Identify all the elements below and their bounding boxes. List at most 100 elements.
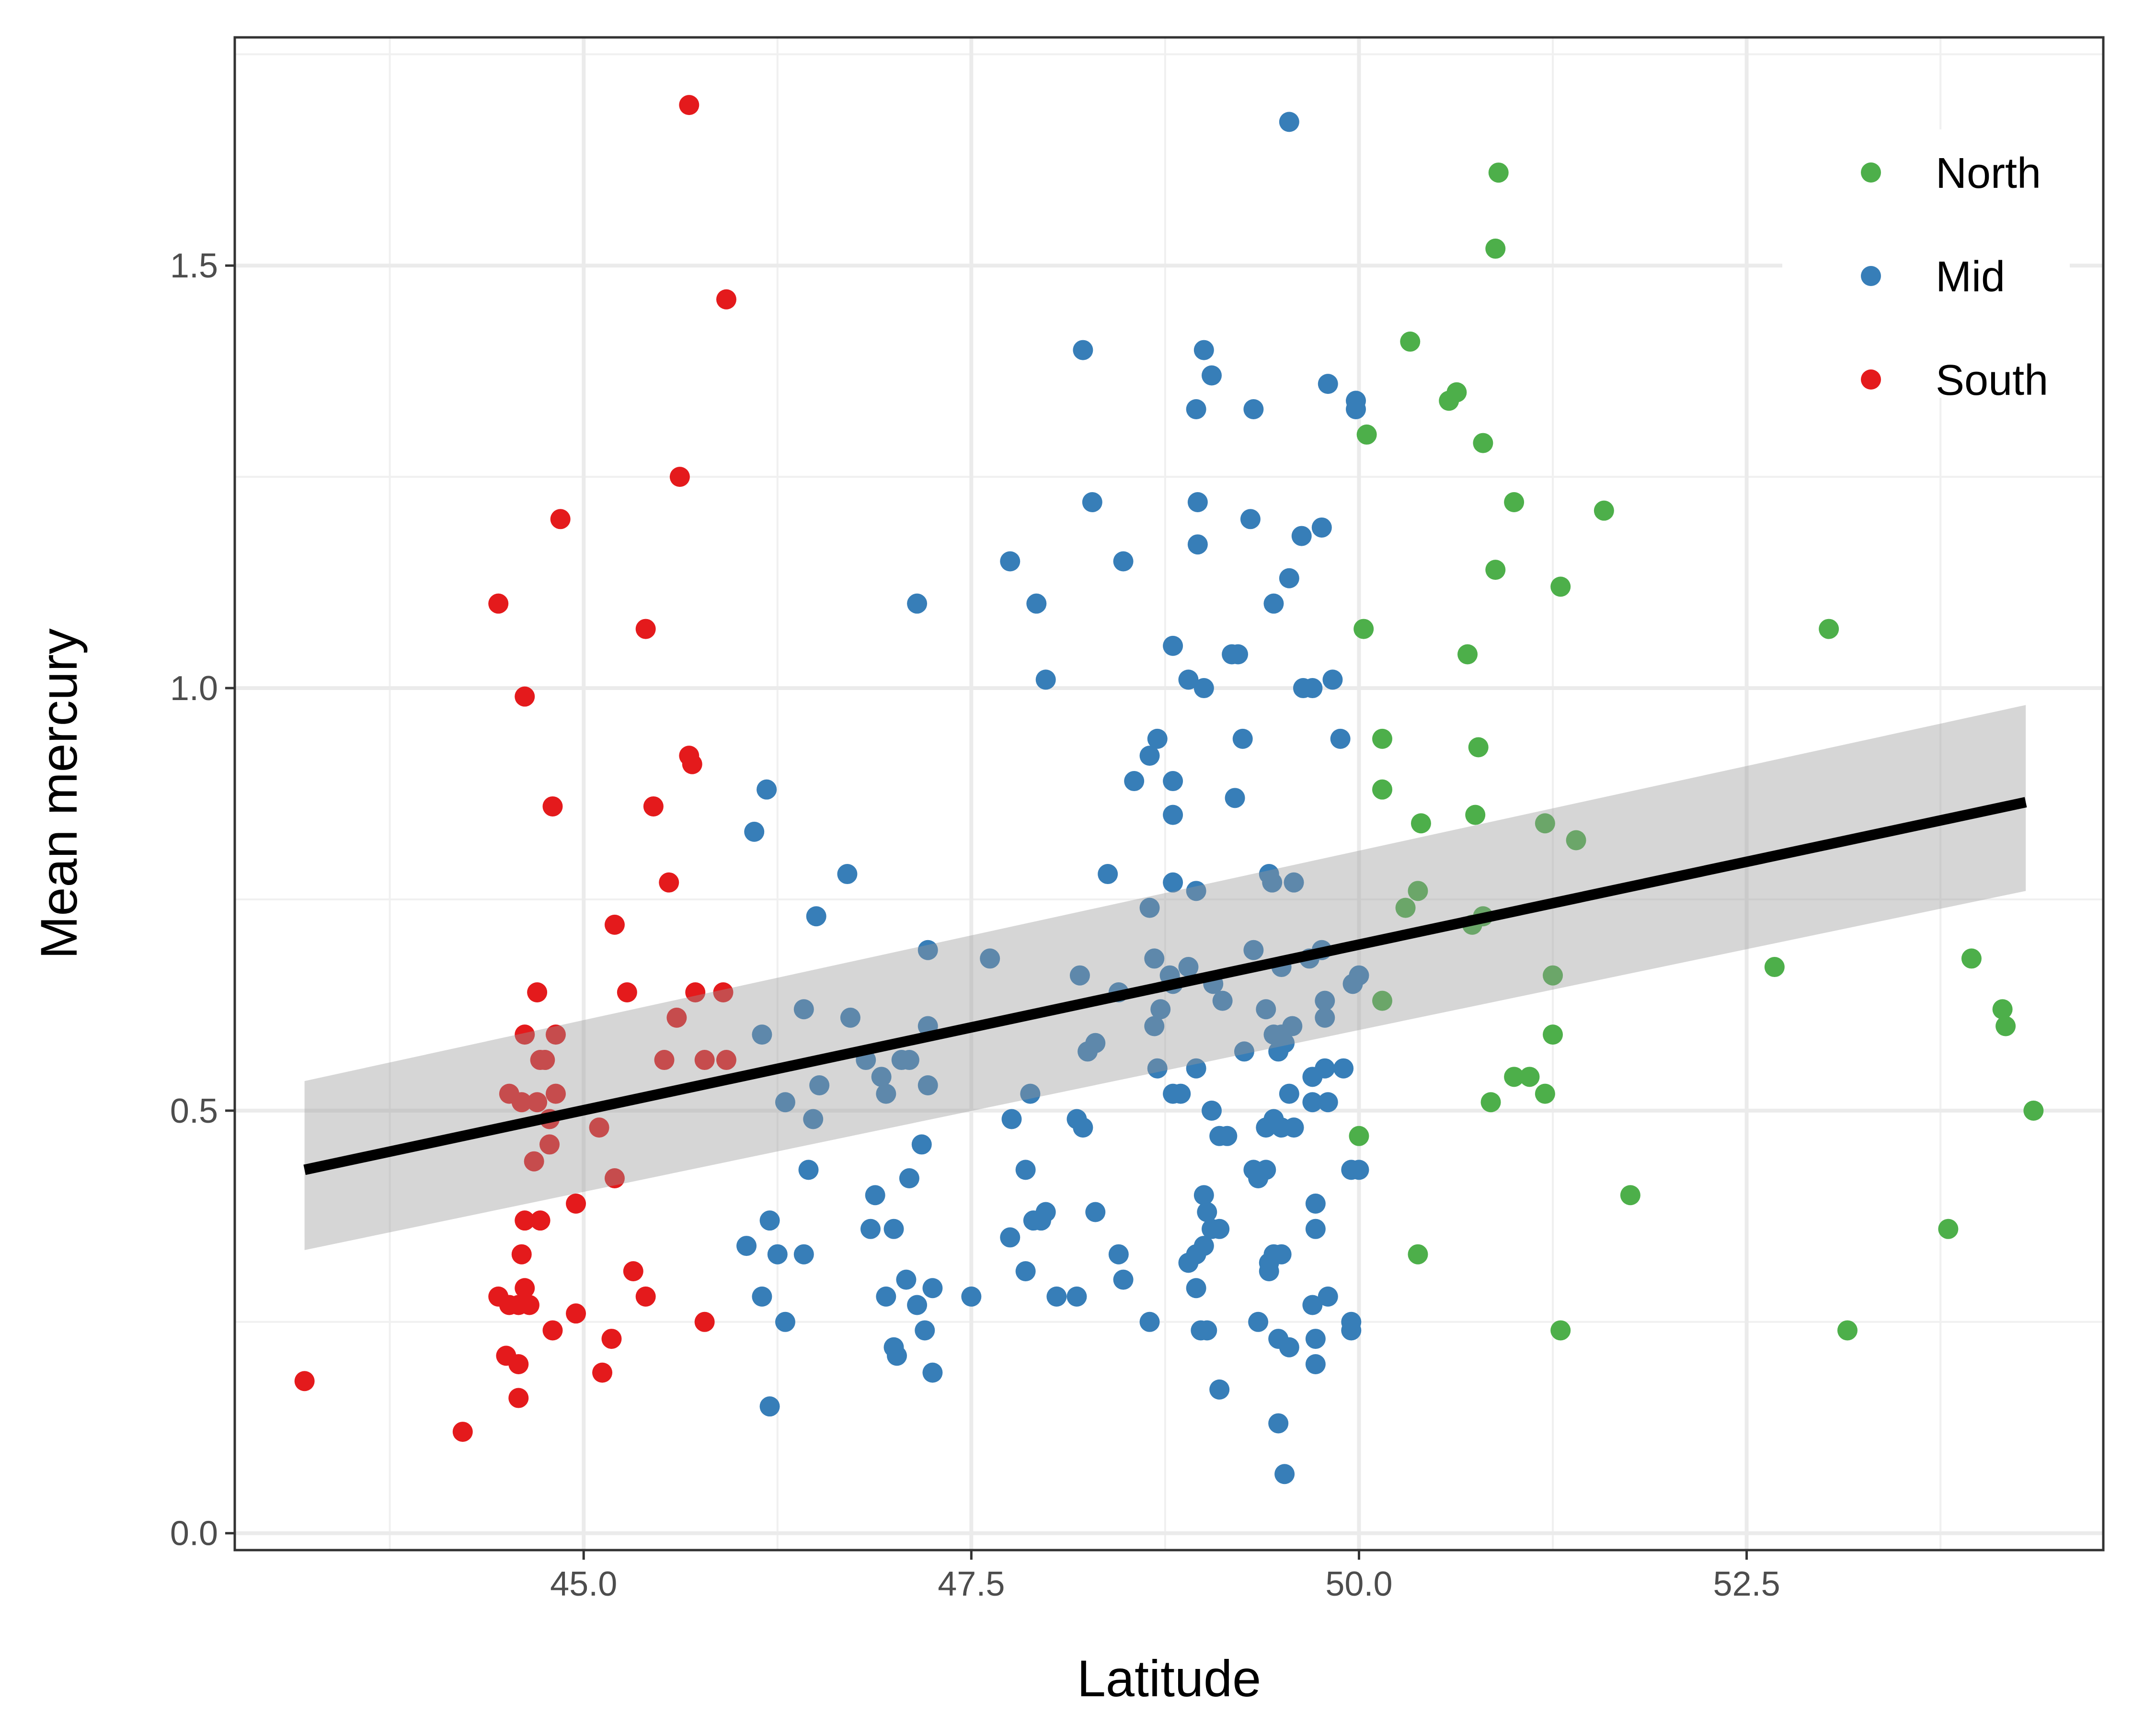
data-point-mid bbox=[1202, 1100, 1222, 1121]
data-point-mid bbox=[1315, 1007, 1335, 1028]
data-point-south bbox=[515, 1024, 535, 1045]
data-point-south bbox=[566, 1193, 586, 1214]
data-point-mid bbox=[1108, 1244, 1129, 1265]
data-point-mid bbox=[1193, 1236, 1214, 1256]
regression-line bbox=[303, 797, 2027, 1175]
data-point-south bbox=[635, 1286, 656, 1307]
data-point-mid bbox=[899, 1050, 919, 1070]
data-point-south bbox=[716, 289, 736, 310]
data-point-mid bbox=[1001, 1109, 1022, 1129]
data-point-mid bbox=[1342, 974, 1363, 994]
data-point-north bbox=[1992, 999, 2013, 1020]
confidence-band bbox=[304, 705, 2026, 1250]
data-point-north bbox=[1550, 1320, 1571, 1341]
data-point-north bbox=[1473, 433, 1493, 453]
data-point-mid bbox=[1232, 728, 1253, 749]
data-point-mid bbox=[1163, 1083, 1183, 1104]
data-point-mid bbox=[1163, 872, 1183, 893]
data-point-mid bbox=[1279, 1337, 1299, 1357]
data-point-south bbox=[659, 872, 679, 893]
data-point-south bbox=[666, 1007, 687, 1028]
y-tick-label: 1.5 bbox=[170, 247, 218, 285]
data-point-mid bbox=[1187, 534, 1208, 555]
legend-key-north bbox=[1861, 162, 1881, 183]
data-point-north bbox=[1938, 1219, 1959, 1239]
data-point-north bbox=[1543, 965, 1563, 986]
data-point-mid bbox=[1082, 492, 1102, 513]
data-point-north bbox=[1480, 1092, 1501, 1113]
data-point-mid bbox=[1124, 771, 1145, 792]
data-point-north bbox=[1837, 1320, 1858, 1341]
data-point-mid bbox=[1346, 399, 1366, 420]
data-point-mid bbox=[744, 821, 765, 842]
data-point-mid bbox=[1000, 1227, 1021, 1248]
data-point-mid bbox=[803, 1109, 824, 1129]
data-point-north bbox=[1372, 779, 1393, 800]
data-point-mid bbox=[1144, 948, 1165, 969]
data-point-north bbox=[1519, 1067, 1540, 1087]
data-point-mid bbox=[1026, 593, 1047, 614]
data-point-south bbox=[508, 1295, 529, 1315]
data-point-mid bbox=[1163, 635, 1183, 656]
data-point-north bbox=[1620, 1185, 1640, 1206]
data-point-south bbox=[601, 1329, 622, 1349]
data-point-mid bbox=[1212, 990, 1233, 1011]
data-point-mid bbox=[1256, 999, 1276, 1020]
data-point-north bbox=[2023, 1100, 2044, 1121]
data-point-north bbox=[1594, 500, 1614, 521]
x-tick-label: 47.5 bbox=[938, 1565, 1005, 1603]
data-point-north bbox=[1408, 881, 1428, 901]
data-point-mid bbox=[1234, 1041, 1254, 1062]
data-point-mid bbox=[1098, 864, 1118, 885]
data-point-mid bbox=[1318, 374, 1338, 394]
data-point-south bbox=[535, 1050, 555, 1070]
legend-label-south: South bbox=[1936, 356, 2048, 404]
data-point-mid bbox=[1225, 788, 1245, 808]
data-point-north bbox=[1372, 728, 1393, 749]
data-point-mid bbox=[1279, 1083, 1299, 1104]
data-point-south bbox=[542, 796, 563, 816]
data-point-south bbox=[545, 1024, 566, 1045]
data-point-south bbox=[617, 982, 637, 1002]
data-point-mid bbox=[1240, 509, 1261, 529]
data-point-mid bbox=[1322, 669, 1343, 690]
data-point-south bbox=[527, 1092, 548, 1113]
x-axis-tick-labels: 45.0 47.5 50.0 52.5 bbox=[550, 1565, 1780, 1603]
data-point-mid bbox=[896, 1269, 917, 1290]
data-point-south bbox=[713, 982, 734, 1002]
data-point-north bbox=[1468, 737, 1489, 758]
data-point-mid bbox=[1015, 1160, 1036, 1180]
data-point-north bbox=[1961, 948, 1982, 969]
data-point-north bbox=[1535, 1083, 1555, 1104]
data-point-south bbox=[694, 1050, 715, 1070]
data-point-south bbox=[604, 1168, 625, 1188]
data-point-south bbox=[530, 1210, 550, 1231]
data-point-south bbox=[604, 914, 625, 935]
data-point-mid bbox=[980, 948, 1000, 969]
data-point-mid bbox=[1178, 957, 1199, 978]
data-point-mid bbox=[917, 940, 938, 960]
data-point-north bbox=[1488, 162, 1509, 183]
data-point-mid bbox=[1209, 1379, 1230, 1400]
data-point-north bbox=[1395, 897, 1416, 918]
data-point-mid bbox=[1193, 1185, 1214, 1206]
data-point-mid bbox=[1000, 551, 1021, 572]
minor-gridlines bbox=[235, 37, 2103, 1550]
data-point-mid bbox=[1262, 872, 1283, 893]
data-point-north bbox=[1485, 238, 1506, 259]
data-point-south bbox=[550, 509, 571, 529]
data-point-mid bbox=[1305, 1354, 1326, 1374]
data-point-mid bbox=[1209, 1219, 1230, 1239]
data-point-mid bbox=[1193, 340, 1214, 360]
data-point-mid bbox=[1256, 1160, 1276, 1180]
data-point-mid bbox=[876, 1083, 896, 1104]
data-point-mid bbox=[1311, 517, 1332, 538]
legend-key-mid bbox=[1861, 266, 1881, 286]
data-point-mid bbox=[1163, 771, 1183, 792]
data-point-south bbox=[716, 1050, 736, 1070]
data-point-south bbox=[592, 1362, 613, 1383]
data-point-mid bbox=[865, 1185, 885, 1206]
data-point-mid bbox=[1139, 746, 1160, 766]
data-point-mid bbox=[1035, 669, 1056, 690]
legend-background bbox=[1782, 129, 2070, 398]
